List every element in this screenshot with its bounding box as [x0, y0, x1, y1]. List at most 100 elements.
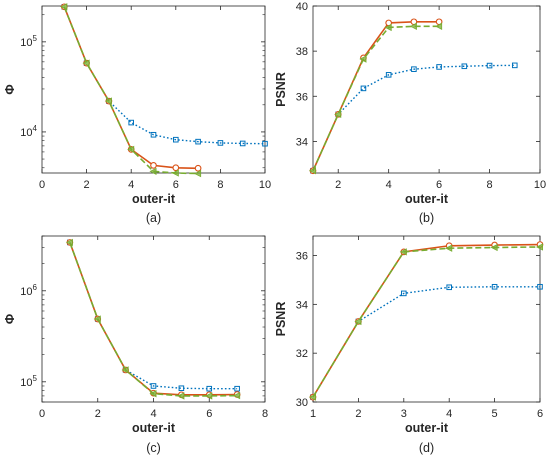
data-point	[445, 244, 453, 252]
data-point	[401, 290, 407, 297]
data-point	[171, 169, 179, 177]
y-tick-label: 36	[296, 91, 308, 103]
data-point	[239, 140, 246, 147]
x-tick-label: 4	[386, 179, 392, 191]
data-point	[60, 3, 68, 11]
x-tick-label: 8	[262, 408, 268, 420]
data-point	[194, 169, 202, 178]
x-tick-label: 6	[537, 408, 543, 420]
series-line	[312, 243, 541, 398]
series-line	[312, 286, 540, 398]
data-point	[511, 62, 518, 69]
chart-panel: 2 4 6 8 10 34 36 38 40 outer-it PSNR (b)	[274, 1, 546, 225]
data-point	[65, 238, 73, 247]
x-tick-label: 2	[335, 179, 341, 191]
data-point	[127, 145, 135, 154]
data-point	[173, 136, 179, 143]
series-line	[312, 64, 515, 172]
x-tick-label: 10	[259, 179, 271, 191]
x-tick-label: 4	[128, 179, 134, 191]
data-series	[310, 62, 518, 174]
data-series	[309, 18, 443, 175]
data-point	[491, 283, 498, 290]
panel-caption: (b)	[419, 211, 434, 225]
y-axis-label: Φ	[3, 84, 17, 94]
x-tick-label: 6	[173, 179, 179, 191]
data-point	[385, 72, 392, 78]
data-point	[150, 383, 157, 389]
x-tick-label: 2	[95, 408, 101, 420]
y-tick-label: 32	[296, 348, 308, 360]
axes-frame	[312, 5, 541, 174]
axes-frame	[41, 235, 266, 403]
data-point	[262, 140, 268, 147]
y-tick-label: 104	[20, 124, 37, 139]
x-axis-label: outer-it	[132, 421, 176, 435]
y-tick-label: 30	[296, 397, 308, 409]
data-point	[308, 393, 317, 401]
x-axis-label: outer-it	[405, 192, 449, 206]
data-point	[384, 23, 392, 32]
y-tick-label: 34	[296, 136, 308, 148]
y-tick-label: 105	[20, 34, 37, 49]
data-point	[359, 55, 367, 63]
y-tick-label: 105	[20, 374, 37, 389]
series-line	[69, 242, 238, 390]
data-point	[233, 391, 241, 400]
x-tick-label: 2	[355, 408, 361, 420]
data-point	[128, 119, 134, 126]
x-tick-label: 0	[39, 408, 45, 420]
y-axis-label: PSNR	[274, 72, 288, 107]
x-tick-label: 6	[436, 179, 442, 191]
data-point	[486, 62, 493, 69]
data-point	[93, 315, 101, 323]
axes-frame	[41, 5, 266, 174]
data-point	[490, 243, 498, 252]
y-axis-label: PSNR	[274, 302, 288, 337]
data-point	[195, 138, 201, 145]
data-point	[234, 385, 240, 392]
data-point	[217, 140, 224, 146]
x-axis-label: outer-it	[132, 192, 176, 206]
data-point	[537, 283, 543, 290]
data-series	[308, 243, 543, 401]
axes-frame	[312, 235, 541, 403]
series-line	[312, 25, 440, 172]
x-tick-label: 2	[84, 179, 90, 191]
series-line	[63, 6, 266, 145]
series-line	[312, 246, 541, 398]
data-point	[308, 167, 317, 175]
data-series	[67, 239, 240, 392]
x-tick-label: 8	[486, 179, 492, 191]
panel-caption: (a)	[146, 211, 161, 225]
x-tick-label: 4	[150, 408, 156, 420]
x-tick-label: 3	[401, 408, 407, 420]
data-point	[461, 63, 468, 70]
data-point	[399, 248, 407, 256]
data-point	[409, 22, 417, 30]
data-point	[149, 390, 157, 398]
x-axis-label: outer-it	[405, 421, 449, 435]
data-point	[194, 164, 202, 172]
data-series	[60, 3, 202, 178]
data-series	[66, 239, 241, 399]
x-tick-label: 10	[534, 179, 546, 191]
data-series	[65, 238, 241, 400]
x-tick-label: 0	[39, 179, 45, 191]
x-tick-label: 6	[206, 408, 212, 420]
data-point	[436, 64, 442, 70]
x-tick-label: 8	[217, 179, 223, 191]
data-point	[206, 385, 213, 392]
y-tick-label: 34	[296, 299, 308, 311]
data-series	[309, 241, 544, 401]
data-point	[104, 97, 112, 105]
chart-panel: 0 2 4 6 8 105 106 outer-it Φ (c)	[3, 235, 268, 455]
data-point	[360, 85, 367, 92]
data-point	[150, 162, 157, 169]
data-point	[435, 22, 443, 30]
y-tick-label: 40	[296, 1, 308, 13]
data-point	[535, 243, 543, 251]
x-tick-label: 4	[446, 408, 452, 420]
